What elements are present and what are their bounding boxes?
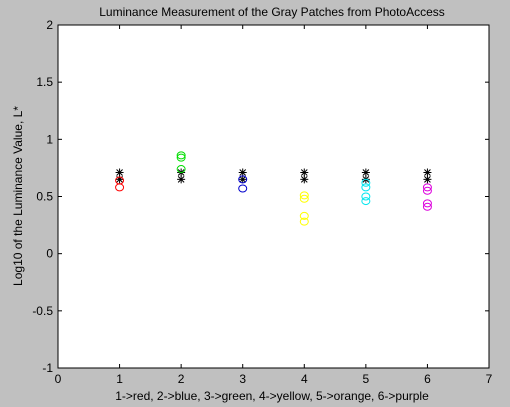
data-point-circle [238,175,248,184]
data-point-circle [299,217,309,226]
data-point-star [361,168,370,177]
chart-title: Luminance Measurement of the Gray Patche… [99,5,445,19]
data-point-star [177,175,186,184]
x-tick-label: 5 [363,372,370,386]
data-point-star [115,168,124,177]
data-point-circle [361,178,371,187]
data-point-star [423,168,432,177]
data-marks [115,151,432,226]
data-point-circle [176,151,186,160]
y-tick-label: 1.5 [36,75,53,89]
x-tick-label: 7 [486,372,493,386]
data-point-star [300,168,309,177]
data-point-circle [422,202,432,211]
x-tick-label: 1 [116,372,123,386]
data-point-star [238,175,247,184]
data-point-circle [422,183,432,192]
data-point-circle [299,211,309,220]
axis-ticks: 0 1 2 3 4 5 6 7 -1 -0.5 0 0.5 1 1.5 2 [32,18,492,386]
y-tick-label: 1 [46,132,53,146]
data-point-star [423,175,432,184]
data-point-circle [299,194,309,203]
data-point-circle [422,199,432,208]
y-tick-label: -0.5 [32,304,53,318]
data-point-circle [422,186,432,195]
x-tick-label: 3 [239,372,246,386]
data-point-circle [361,192,371,201]
data-point-star [300,175,309,184]
data-point-circle [361,197,371,206]
y-tick-label: 0 [46,247,53,261]
y-axis-label: Log10 of the Luminance Value, L* [11,106,25,286]
x-tick-label: 6 [424,372,431,386]
data-point-circle [361,183,371,192]
y-tick-label: 0.5 [36,190,53,204]
data-point-circle [115,183,125,192]
y-tick-label: -1 [42,361,53,375]
y-tick-label: 2 [46,18,53,32]
data-point-circle [238,184,248,193]
x-axis-label: 1->red, 2->blue, 3->green, 4->yellow, 5-… [115,389,429,403]
x-tick-label: 0 [55,372,62,386]
x-tick-label: 4 [301,372,308,386]
data-point-circle [299,191,309,200]
data-point-circle [176,165,186,174]
data-point-star [238,168,247,177]
data-point-circle [176,153,186,162]
plot-area [57,24,490,369]
x-tick-label: 2 [178,372,185,386]
